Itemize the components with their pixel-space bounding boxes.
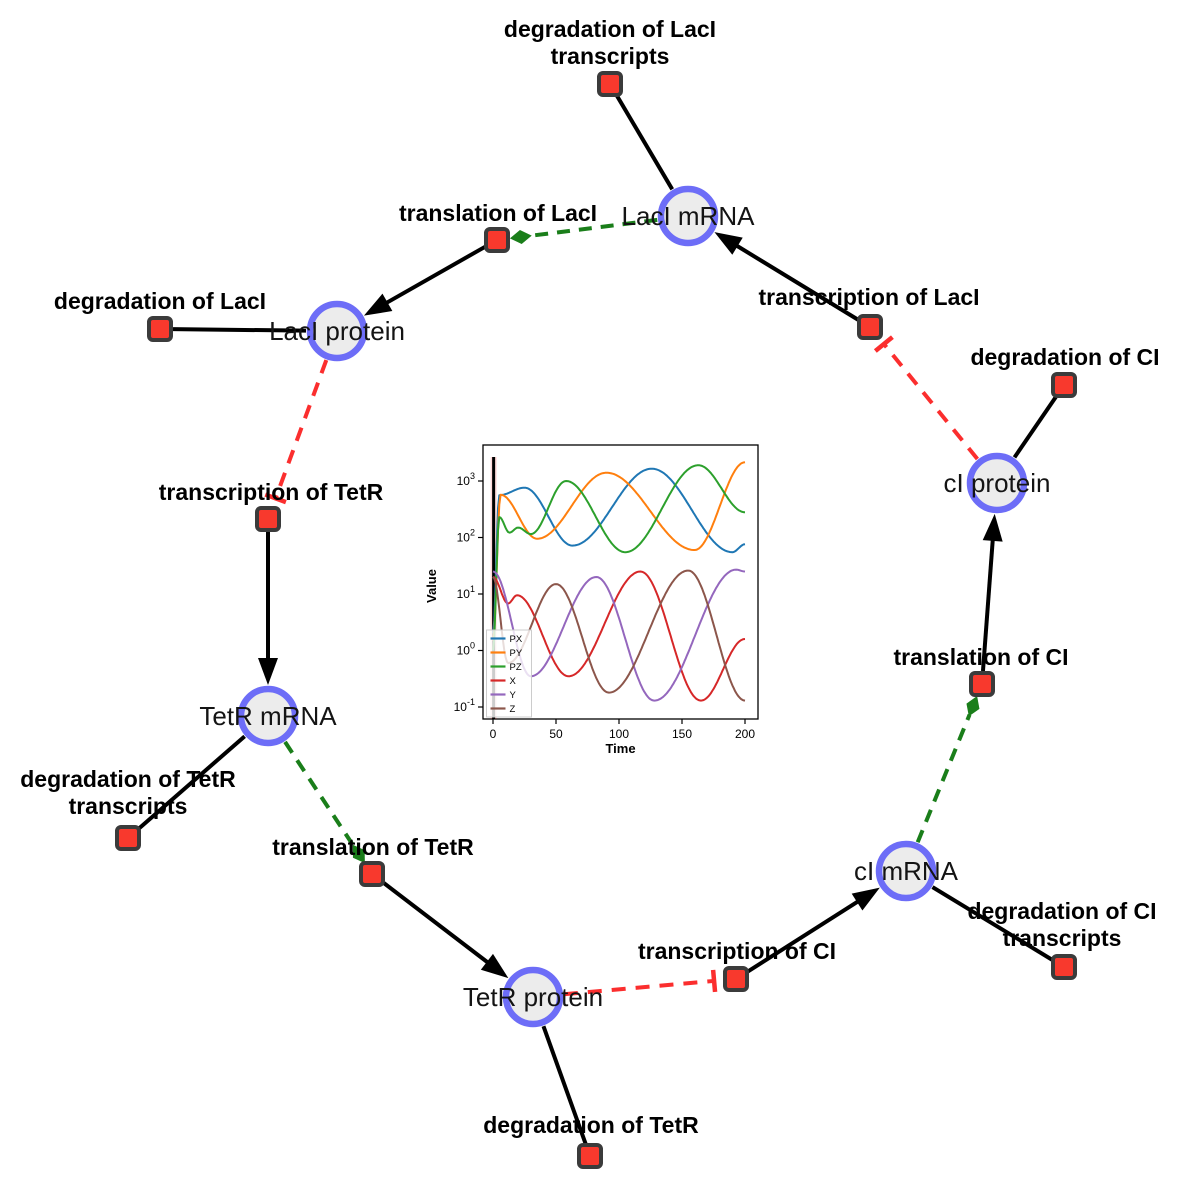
- species-node-tetR-mRNA[interactable]: [237, 685, 299, 747]
- reaction-node-degradation-of-cI[interactable]: [1051, 372, 1077, 398]
- reaction-node-degradation-of-tetR-transcripts[interactable]: [115, 825, 141, 851]
- species-node-cI-mRNA[interactable]: [875, 840, 937, 902]
- species-label-lacI-protein: LacI protein: [269, 316, 405, 346]
- species-node-lacI-mRNA[interactable]: [657, 185, 719, 247]
- legend-label-Y: Y: [510, 690, 517, 701]
- reaction-node-transcription-of-cI[interactable]: [723, 966, 749, 992]
- arrowhead: [982, 513, 1003, 542]
- species-label-lacI-mRNA: LacI mRNA: [622, 201, 756, 231]
- arrowhead: [480, 953, 509, 979]
- species-label-tetR-protein: TetR protein: [463, 982, 603, 1012]
- reaction-label-transcription-of-lacI: transcription of LacI: [758, 284, 979, 310]
- species-node-tetR-protein[interactable]: [502, 966, 564, 1028]
- edge-tetR-mRNA-to-degradation-of-tetR-transcripts: [136, 734, 246, 831]
- edge-translation-of-lacI-to-lacI-protein: [363, 244, 487, 316]
- modifier-arrowhead: [966, 696, 980, 717]
- series-PY-line: [492, 461, 746, 641]
- reaction-node-degradation-of-cI-transcripts[interactable]: [1051, 954, 1077, 980]
- edge-lacI-protein-to-transcription-of-tetR: [264, 359, 329, 505]
- y-tick-label: 101: [457, 584, 475, 601]
- edge-transcription-of-lacI-to-lacI-mRNA: [714, 232, 860, 322]
- reaction-node-degradation-of-lacI-transcripts[interactable]: [597, 71, 623, 97]
- reaction-label-transcription-of-cI: transcription of CI: [638, 938, 836, 964]
- series-Z-line: [492, 569, 746, 702]
- reaction-node-transcription-of-tetR[interactable]: [255, 506, 281, 532]
- legend-label-PX: PX: [510, 634, 523, 645]
- legend-label-PY: PY: [510, 648, 523, 659]
- arrowhead: [363, 293, 393, 316]
- reaction-label-transcription-of-tetR: transcription of TetR: [159, 479, 384, 505]
- series-PX-line: [492, 467, 746, 634]
- x-tick-label: 50: [549, 727, 563, 741]
- reaction-node-translation-of-lacI[interactable]: [484, 227, 510, 253]
- reaction-node-degradation-of-tetR[interactable]: [577, 1143, 603, 1169]
- reaction-label-degradation-of-lacI: degradation of LacI: [54, 288, 266, 314]
- legend-label-X: X: [510, 676, 517, 687]
- species-node-lacI-protein[interactable]: [306, 300, 368, 362]
- x-tick-label: 200: [735, 727, 755, 741]
- x-tick-label: 100: [609, 727, 629, 741]
- edge-transcription-of-cI-to-cI-mRNA: [745, 887, 880, 974]
- edge-cI-mRNA-to-translation-of-cI: [915, 696, 980, 844]
- x-tick-label: 150: [672, 727, 692, 741]
- series-PZ-line: [492, 464, 745, 651]
- y-tick-label: 103: [457, 471, 475, 488]
- plot-legend: [486, 629, 532, 718]
- reaction-label-translation-of-cI: translation of CI: [893, 644, 1068, 670]
- reaction-node-transcription-of-lacI[interactable]: [857, 314, 883, 340]
- inhibition-bar: [873, 335, 894, 353]
- y-tick-label: 102: [457, 528, 475, 545]
- y-tick-label: 10-1: [454, 697, 475, 714]
- reaction-node-translation-of-cI[interactable]: [969, 671, 995, 697]
- edge-tetR-protein-to-transcription-of-cI: [563, 969, 718, 997]
- timecourse-plot: 0 50 100 150 200 103 102 101 100 10-1 Time Value PX P…: [424, 444, 759, 756]
- species-label-cI-mRNA: cI mRNA: [854, 856, 959, 886]
- reaction-node-translation-of-tetR[interactable]: [359, 861, 385, 887]
- edge-cI-protein-to-degradation-of-cI: [1012, 394, 1059, 459]
- nodes-layer: [115, 71, 1077, 1169]
- edge-translation-of-tetR-to-tetR-protein: [381, 880, 509, 979]
- reaction-label-degradation-of-tetR-transcripts-line2: transcripts: [69, 793, 188, 819]
- edge-cI-mRNA-to-degradation-of-cI-transcripts: [931, 885, 1054, 962]
- species-label-tetR-mRNA: TetR mRNA: [199, 701, 337, 731]
- y-tick-label: 100: [457, 641, 475, 658]
- labels-layer: LacI mRNA LacI protein TetR mRNA TetR prote…: [20, 16, 1159, 1138]
- reaction-label-degradation-of-tetR: degradation of TetR: [483, 1112, 699, 1138]
- reaction-label-translation-of-tetR: translation of TetR: [272, 834, 474, 860]
- edge-lacI-protein-to-degradation-of-lacI: [172, 327, 307, 333]
- reaction-label-degradation-of-lacI-transcripts-line1: degradation of LacI: [504, 16, 716, 42]
- modifier-arrowhead: [352, 844, 365, 864]
- species-node-cI-protein[interactable]: [966, 452, 1028, 514]
- reaction-label-degradation-of-cI-transcripts-line1: degradation of CI: [967, 898, 1156, 924]
- x-axis-label: Time: [605, 741, 635, 756]
- y-axis-label: Value: [424, 569, 439, 603]
- edges-layer: [136, 94, 1059, 1145]
- edge-transcription-of-tetR-to-tetR-mRNA: [258, 532, 278, 685]
- x-tick-label: 0: [490, 727, 497, 741]
- modifier-arrowhead: [509, 230, 532, 244]
- arrowhead: [851, 887, 880, 911]
- arrowhead: [714, 232, 743, 255]
- edge-lacI-mRNA-to-translation-of-lacI: [509, 217, 658, 244]
- reaction-label-degradation-of-lacI-transcripts-line2: transcripts: [551, 43, 670, 69]
- inhibition-bar: [264, 492, 287, 505]
- reaction-label-degradation-of-cI: degradation of CI: [970, 344, 1159, 370]
- edge-cI-protein-to-transcription-of-lacI: [873, 335, 979, 461]
- reaction-node-degradation-of-lacI[interactable]: [147, 316, 173, 342]
- edge-tetR-protein-to-degradation-of-tetR: [541, 1025, 588, 1145]
- reaction-label-degradation-of-tetR-transcripts-line1: degradation of TetR: [20, 766, 236, 792]
- reaction-label-translation-of-lacI: translation of LacI: [399, 200, 597, 226]
- inhibition-bar: [710, 969, 718, 993]
- edge-lacI-mRNA-to-degradation-of-lacI-transcripts: [614, 94, 674, 191]
- edge-translation-of-cI-to-cI-protein: [980, 513, 1003, 672]
- reaction-label-degradation-of-cI-transcripts-line2: transcripts: [1003, 925, 1122, 951]
- arrowhead: [258, 658, 278, 685]
- species-label-cI-protein: cI protein: [944, 468, 1051, 498]
- legend-label-PZ: PZ: [510, 662, 522, 673]
- edge-tetR-mRNA-to-translation-of-tetR: [283, 740, 365, 864]
- legend-label-Z: Z: [510, 704, 516, 715]
- series-Y-line: [492, 568, 746, 702]
